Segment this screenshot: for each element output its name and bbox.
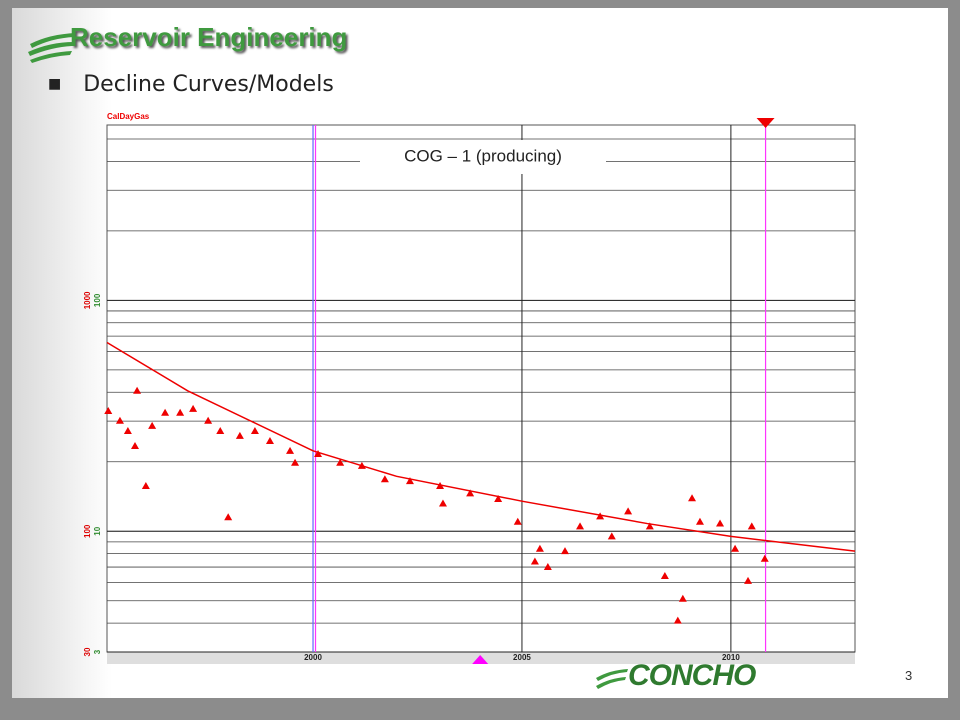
data-point — [438, 499, 447, 507]
data-point — [596, 512, 605, 520]
y2-tick-label: 100 — [83, 524, 92, 538]
y-tick-label: 3 — [93, 649, 102, 654]
data-point — [265, 437, 274, 445]
data-point — [716, 519, 725, 527]
data-point — [235, 431, 244, 439]
data-point — [576, 522, 585, 530]
y-tick-label: 10 — [93, 526, 102, 535]
data-point — [494, 494, 503, 502]
event-marker — [472, 655, 489, 664]
plot-area — [106, 124, 856, 653]
y2-tick-label: 1000 — [83, 291, 92, 309]
data-point — [224, 513, 233, 521]
data-point — [466, 489, 475, 497]
data-point — [380, 475, 389, 483]
logo-text: CONCHO — [628, 659, 756, 692]
data-point — [123, 426, 132, 434]
data-point — [645, 522, 654, 530]
data-point — [405, 477, 414, 485]
data-point — [678, 594, 687, 602]
event-marker — [756, 118, 775, 128]
data-point — [104, 406, 113, 414]
data-point — [543, 563, 552, 571]
data-point — [161, 408, 170, 416]
bullet: ■ Decline Curves/Models — [48, 72, 334, 97]
fit-curve — [106, 341, 856, 552]
data-point — [204, 416, 213, 424]
data-point — [189, 404, 198, 412]
page-number: 3 — [905, 668, 913, 683]
data-point — [530, 557, 539, 565]
bullet-text: Decline Curves/Models — [83, 72, 334, 97]
data-point — [250, 426, 259, 434]
data-point — [336, 458, 345, 466]
y-tick-label: 100 — [93, 293, 102, 307]
data-point — [760, 554, 769, 562]
data-point — [176, 408, 185, 416]
y2-tick-label: 30 — [83, 647, 92, 656]
x-tick-label: 2005 — [513, 653, 531, 662]
data-point — [731, 544, 740, 552]
data-point — [314, 450, 323, 458]
data-point — [688, 494, 697, 502]
x-tick-label: 2000 — [304, 653, 322, 662]
data-point — [148, 421, 157, 429]
data-point — [141, 482, 150, 490]
data-point — [747, 522, 756, 530]
annotation: COG – 1 (producing) — [404, 146, 562, 165]
data-point — [744, 576, 753, 584]
data-point — [607, 532, 616, 540]
data-point — [130, 442, 139, 450]
data-point — [695, 517, 704, 525]
slide-title: Reservoir Engineering — [70, 22, 348, 52]
data-point — [624, 507, 633, 515]
y-axis-label: CalDayGas — [107, 112, 150, 121]
data-point — [535, 544, 544, 552]
data-point — [673, 616, 682, 624]
title-logo — [28, 33, 76, 63]
footer-logo — [596, 669, 628, 689]
data-point — [291, 458, 300, 466]
data-point — [560, 547, 569, 555]
data-point — [513, 517, 522, 525]
data-point — [286, 446, 295, 454]
data-point — [115, 416, 124, 424]
annotation-box — [360, 140, 606, 174]
data-point — [216, 426, 225, 434]
data-point — [133, 386, 142, 394]
bullet-icon: ■ — [48, 76, 62, 92]
data-point — [660, 572, 669, 580]
x-tick-label: 2010 — [722, 653, 740, 662]
